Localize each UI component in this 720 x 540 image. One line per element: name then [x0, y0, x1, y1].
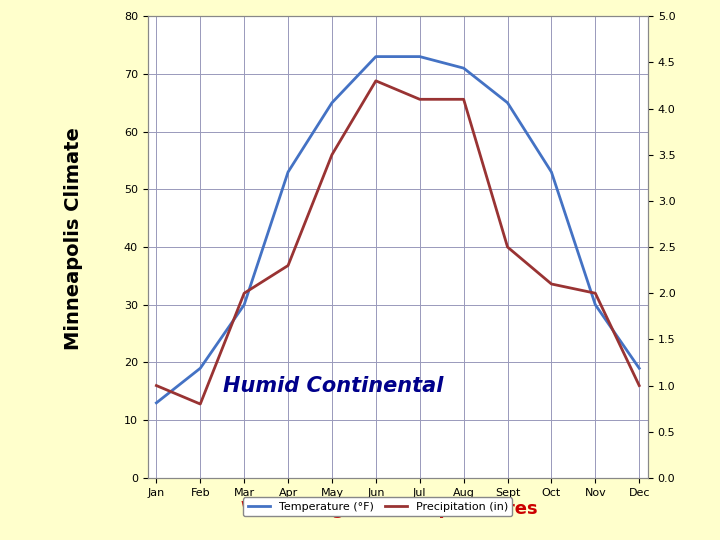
Text: Minneapolis Climate: Minneapolis Climate [64, 127, 84, 350]
Text: Humid Continental: Humid Continental [222, 375, 443, 396]
Text: Wide ranges in temperatures: Wide ranges in temperatures [241, 501, 538, 518]
Legend: Temperature (°F), Precipitation (in): Temperature (°F), Precipitation (in) [243, 497, 513, 516]
